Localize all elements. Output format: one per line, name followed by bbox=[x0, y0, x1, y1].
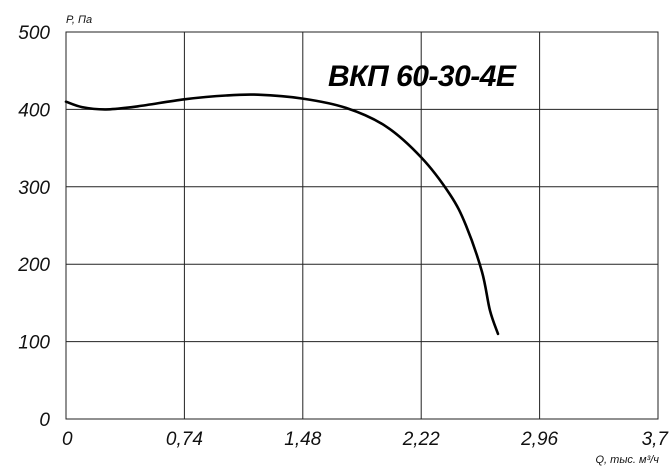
x-tick-label: 3,7 bbox=[642, 429, 670, 450]
grid bbox=[65, 31, 659, 420]
y-tick-label: 100 bbox=[18, 333, 50, 354]
y-tick-label: 300 bbox=[18, 178, 50, 199]
x-tick-label: 0,74 bbox=[166, 429, 203, 450]
x-tick-label: 0 bbox=[62, 429, 73, 450]
chart-title: ВКП 60-30-4E bbox=[328, 60, 517, 93]
x-tick-label: 2,96 bbox=[520, 429, 558, 450]
series-line bbox=[64, 93, 500, 336]
x-tick-label: 1,48 bbox=[284, 429, 321, 450]
plot-frame bbox=[65, 31, 659, 420]
x-tick-label: 2,22 bbox=[402, 429, 440, 450]
y-tick-label: 500 bbox=[18, 23, 50, 44]
y-axis-label: P, Па bbox=[66, 14, 92, 26]
x-axis-label: Q, тыс. м³/ч bbox=[596, 454, 660, 466]
x-tick-labels: 0 0,74 1,48 2,22 2,96 3,7 bbox=[62, 429, 669, 450]
y-tick-label: 0 bbox=[39, 410, 50, 431]
y-tick-label: 400 bbox=[18, 100, 50, 121]
y-tick-label: 200 bbox=[17, 255, 50, 276]
y-tick-labels: 0 100 200 300 400 500 bbox=[17, 23, 50, 431]
